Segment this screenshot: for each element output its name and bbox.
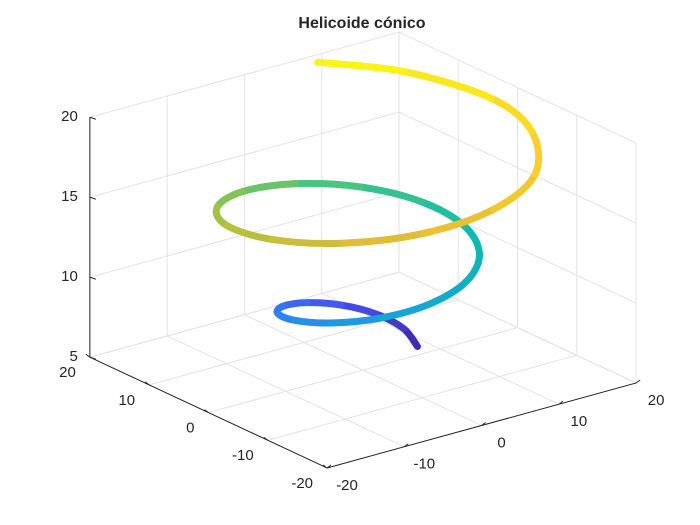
- helix-segment: [303, 299, 345, 309]
- y-tick: [263, 436, 269, 441]
- helix-segment: [239, 180, 300, 195]
- z-tick: [89, 356, 97, 360]
- helix-segment: [420, 205, 498, 237]
- z-tick: [89, 196, 97, 200]
- y-tick-label: 0: [186, 420, 194, 437]
- y-tick-label: -10: [232, 447, 254, 464]
- z-tick-label: 20: [61, 108, 78, 125]
- helix-segment: [357, 183, 426, 206]
- grid-line: [398, 271, 637, 384]
- helix-segment: [490, 170, 539, 213]
- grid-line: [89, 111, 400, 198]
- x-tick: [481, 422, 486, 426]
- grid-line: [398, 111, 637, 224]
- y-tick: [85, 353, 91, 358]
- x-tick: [558, 400, 564, 405]
- helix-segment: [338, 229, 428, 247]
- grid-line: [89, 31, 400, 118]
- x-tick-label: 0: [497, 434, 505, 451]
- grid-line: [89, 271, 400, 358]
- helix-segment: [223, 221, 276, 243]
- helix-segment: [292, 179, 365, 191]
- y-tick-label: 20: [59, 364, 76, 381]
- helix-segment: [401, 68, 495, 102]
- helix-segment: [326, 314, 383, 327]
- grid-line: [267, 354, 577, 441]
- y-tick: [322, 464, 328, 469]
- x-tick: [326, 464, 332, 469]
- x-tick: [404, 443, 409, 448]
- x-tick-label: -20: [336, 477, 358, 494]
- z-tick: [89, 276, 97, 280]
- helix-segment: [290, 316, 334, 327]
- y-tick-label: 10: [118, 392, 135, 409]
- helix-segment: [268, 235, 346, 247]
- y-tick: [204, 409, 209, 413]
- helix-segment: [279, 299, 311, 310]
- x-tick-label: 10: [571, 413, 588, 430]
- x-tick: [635, 379, 641, 384]
- y-tick: [144, 381, 150, 386]
- grid-line: [398, 31, 637, 144]
- y-tick-label: -20: [291, 475, 313, 492]
- helix-segment: [375, 300, 433, 322]
- grid-line: [208, 327, 518, 414]
- z-tick-label: 15: [61, 188, 78, 205]
- z-tick-label: 10: [61, 268, 78, 285]
- x-tick-label: -10: [413, 456, 435, 473]
- z-tick: [89, 116, 97, 120]
- helix-segment: [487, 94, 536, 135]
- helix-segment: [528, 127, 543, 178]
- z-tick-label: 5: [70, 348, 78, 365]
- helix-segment: [314, 58, 409, 76]
- x-tick-label: 20: [648, 392, 665, 409]
- chart-title: Helicoide cónico: [298, 15, 425, 32]
